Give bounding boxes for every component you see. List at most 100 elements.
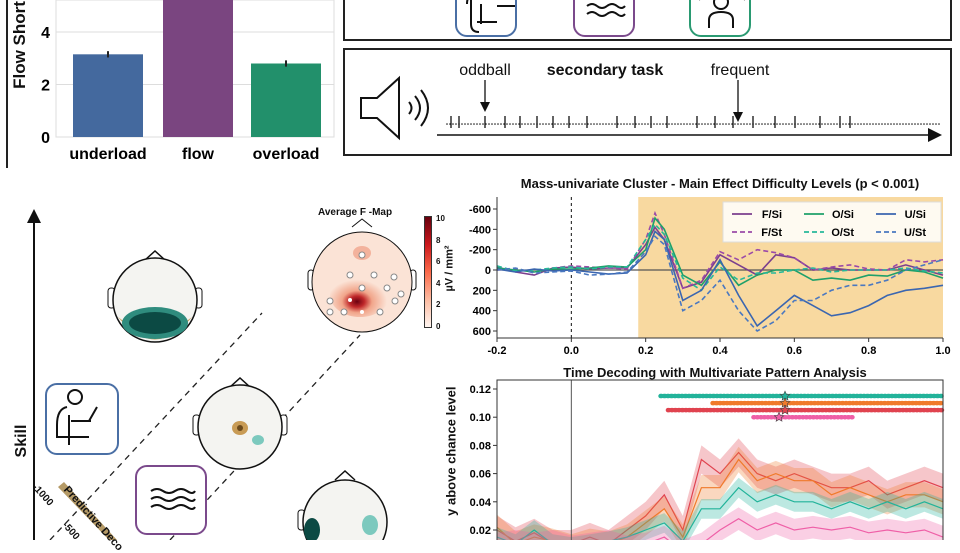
timeline-dot (662, 123, 664, 125)
timeline-dot (575, 123, 577, 125)
decoding-ytick-label: 0.10 (470, 412, 491, 424)
decoding-title: Time Decoding with Multivariate Pattern … (563, 365, 867, 380)
erp-ytick-label: -200 (469, 245, 491, 257)
erp-chart: -600 -400 -200 0 200 400 600 -0.2 0.0 0.2 0.4 0.6 0.… (469, 197, 951, 357)
decoding-ci-band-1 (497, 446, 943, 540)
fmap-colorbar-tick: 2 (436, 300, 441, 310)
timeline-dot (533, 123, 535, 125)
erp-line-o-st (496, 222, 944, 292)
timeline-dot (584, 123, 586, 125)
timeline-dot (467, 123, 469, 125)
erp-ytick-label: -600 (469, 204, 491, 216)
decoding-line-0 (496, 451, 944, 540)
predictive-decoding-colorbar (58, 482, 117, 540)
oddball-label: oddball (459, 62, 511, 79)
bar-category-label: flow (182, 146, 215, 163)
timeline-dot (932, 123, 934, 125)
legend-label: F/St (761, 227, 782, 239)
timeline-dot (929, 123, 931, 125)
timeline-dot (935, 123, 937, 125)
timeline-dot (629, 123, 631, 125)
timeline-dot (809, 123, 811, 125)
timeline-dot (878, 123, 880, 125)
timeline-dot (494, 123, 496, 125)
timeline-dot (908, 123, 910, 125)
timeline-dot (821, 123, 823, 125)
timeline-dot (851, 123, 853, 125)
erp-line-f-si (496, 225, 944, 290)
bar-flow (163, 0, 233, 137)
timeline-dot (446, 123, 448, 125)
timeline-dot (515, 123, 517, 125)
timeline-dot (509, 123, 511, 125)
fmap-colorbar-tick: 10 (436, 214, 445, 223)
timeline-dot (557, 123, 559, 125)
legend-label: F/Si (762, 209, 782, 221)
bar-ytick-label: 0 (41, 130, 50, 147)
timeline-dot (881, 123, 883, 125)
timeline-dot (491, 123, 493, 125)
timeline-dot (560, 123, 562, 125)
left-frame-line (6, 0, 8, 168)
timeline-dot (926, 123, 928, 125)
timeline-dot (581, 123, 583, 125)
timeline-dot (896, 123, 898, 125)
timeline-dot (686, 123, 688, 125)
timeline-dot (911, 123, 913, 125)
timeline-dot (767, 123, 769, 125)
decoding-line-3 (654, 517, 944, 540)
decoding-ytick-label: 0.06 (470, 469, 491, 481)
timeline-dot (656, 123, 658, 125)
timeline-dot (545, 123, 547, 125)
timeline-dot (632, 123, 634, 125)
stimulus-timeline (437, 80, 942, 142)
bar-category-label: overload (253, 146, 320, 163)
timeline-dot (524, 123, 526, 125)
bar-overload (251, 63, 321, 137)
topomap-head-underload (107, 249, 203, 343)
timeline-dot (716, 123, 718, 125)
bar-underload (73, 54, 143, 137)
decoding-frame (496, 379, 944, 540)
timeline-dot (749, 123, 751, 125)
timeline-dot (782, 123, 784, 125)
timeline-dot (830, 123, 832, 125)
timeline-dot (743, 123, 745, 125)
timeline-dot (608, 123, 610, 125)
timeline-dot (833, 123, 835, 125)
timeline-dot (758, 123, 760, 125)
timeline-dot (542, 123, 544, 125)
timeline-dot (866, 123, 868, 125)
timeline-dot (800, 123, 802, 125)
bar-ytick-label: 4 (41, 25, 50, 42)
erp-xtick-label: 0.6 (787, 345, 802, 357)
timeline-dot (920, 123, 922, 125)
erp-legend (722, 201, 942, 243)
timeline-dot (566, 123, 568, 125)
timeline-dot (872, 123, 874, 125)
decoding-chart: 0.02 0.04 0.06 0.08 0.10 0.12 (470, 379, 946, 540)
timeline-dot (497, 123, 499, 125)
timeline-dot (521, 123, 523, 125)
speaker-icon (360, 75, 429, 141)
timeline-dot (647, 123, 649, 125)
fmap-colorbar-tick: 8 (436, 235, 441, 245)
timeline-dot (611, 123, 613, 125)
erp-ytick-label: 200 (473, 285, 491, 297)
fmap-colorbar-tick: 6 (436, 257, 441, 267)
timeline-dot (869, 123, 871, 125)
secondary-task-label: secondary task (546, 62, 664, 79)
decoding-line-1 (496, 458, 944, 540)
decoding-ytick-label: 0.12 (470, 384, 491, 396)
erp-title: Mass-univariate Cluster - Main Effect Di… (520, 176, 920, 191)
timeline-dot (626, 123, 628, 125)
erp-xtick-label: 0.2 (638, 345, 653, 357)
timeline-dot (482, 123, 484, 125)
timeline-dot (710, 123, 712, 125)
timeline-dot (461, 123, 463, 125)
timeline-dot (899, 123, 901, 125)
erp-line-u-si (496, 230, 944, 328)
timeline-dot (779, 123, 781, 125)
decoding-ci-band-3 (497, 507, 943, 540)
decoding-ytick-label: 0.04 (470, 497, 492, 509)
